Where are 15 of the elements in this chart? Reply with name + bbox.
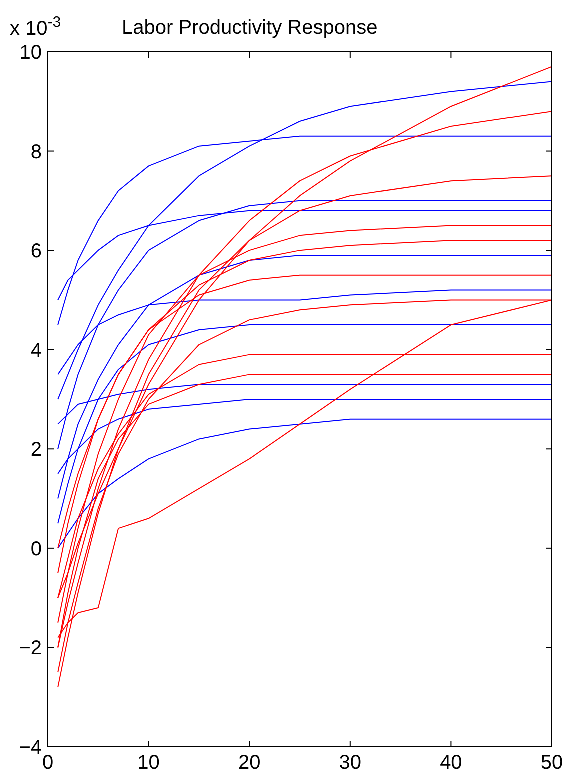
chart-title: Labor Productivity Response — [122, 17, 378, 39]
x-tick-label: 40 — [440, 752, 462, 774]
y-tick-label: 2 — [30, 439, 42, 462]
y-tick-label: 4 — [30, 340, 42, 362]
x-tick-label: 30 — [339, 752, 362, 774]
y-tick-label: 0 — [30, 538, 42, 560]
text: x 10$^{-3}$ — [10, 14, 62, 40]
y-tick-label: 8 — [30, 141, 42, 164]
x-tick-label: 50 — [540, 752, 564, 774]
x-tick-label: 20 — [238, 752, 261, 774]
y-tick-label: −2 — [19, 638, 42, 660]
y-tick-label: 6 — [30, 240, 42, 263]
y-tick-label: −4 — [19, 737, 42, 759]
x-tick-label: 10 — [138, 752, 160, 774]
y-tick-label: 10 — [20, 42, 42, 64]
